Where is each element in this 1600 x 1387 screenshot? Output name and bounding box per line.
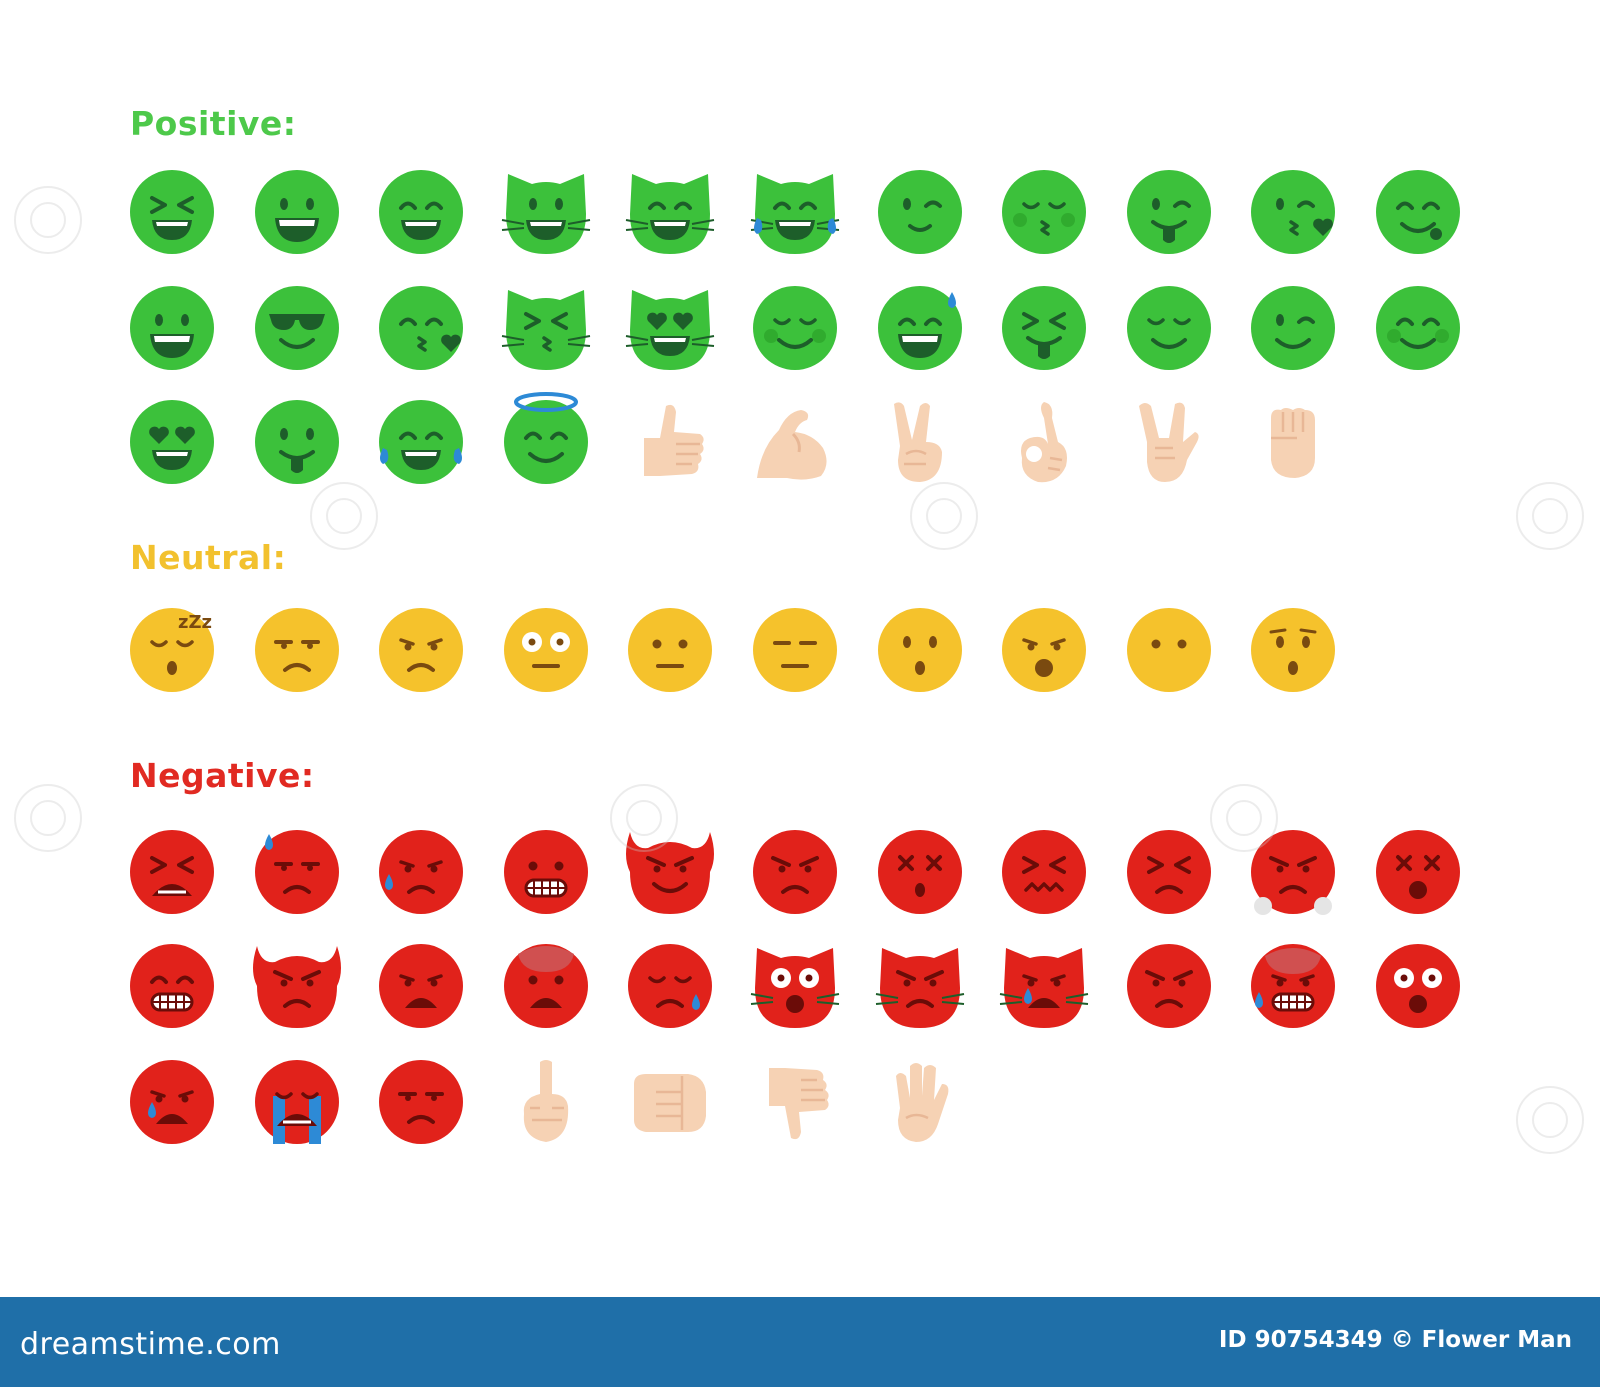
unamused-face-icon[interactable] [253,606,341,694]
watermark-spiral-icon [1210,784,1278,852]
cat-crying-face-icon[interactable] [1000,942,1089,1030]
neutral-face-icon[interactable] [626,606,714,694]
expressionless-face-icon[interactable] [751,606,839,694]
dizzy-open-face-icon[interactable] [1374,828,1462,916]
footer-logo[interactable]: dreamstime.com [20,1327,281,1362]
kiss-wink-face-icon[interactable] [377,284,465,372]
scream-face-icon[interactable] [1374,942,1462,1030]
devil-smile-face-icon[interactable] [626,828,715,916]
joy-face-icon[interactable] [377,398,465,486]
grimace-face-icon[interactable] [502,828,590,916]
cat-heart-eyes-face-icon[interactable] [626,284,715,372]
cat-joy-face-icon[interactable] [750,168,840,256]
rock-hand-icon[interactable] [1125,398,1213,486]
cat-grin-face-icon[interactable] [501,168,590,256]
tired-face-icon[interactable] [128,828,216,916]
smile-open-face-icon[interactable] [377,168,465,256]
cold-sweat-face-icon[interactable] [1249,942,1337,1030]
fist-bump-hand-icon[interactable] [626,1058,714,1146]
footer-bar: dreamstime.com ID 90754349 © Flower Man [0,1297,1600,1387]
astonished-face-icon[interactable] [1249,606,1337,694]
yum-face-icon[interactable] [1374,168,1462,256]
watermark-spiral-icon [910,482,978,550]
thumbs-up-hand-icon[interactable] [626,398,714,486]
no-mouth-face-icon[interactable] [1125,606,1213,694]
flexed-bicep-hand-icon[interactable] [751,398,839,486]
cat-kiss-face-icon[interactable] [501,284,590,372]
ok-hand-icon[interactable] [1000,398,1088,486]
cat-scream-face-icon[interactable] [750,942,840,1030]
kiss-heart-face-icon[interactable] [1249,168,1337,256]
anguished-face-icon[interactable] [377,942,465,1030]
svg-text:zZz: zZz [178,612,212,633]
section-title-negative: Negative: [130,756,315,795]
sad-tear-face-icon[interactable] [128,1058,216,1146]
frowning-open-face-icon[interactable] [1000,606,1088,694]
tongue-wink-face-icon[interactable] [1125,168,1213,256]
disappointed-face-icon[interactable] [377,1058,465,1146]
tongue-face-icon[interactable] [253,398,341,486]
confounded-face-icon[interactable] [1000,828,1088,916]
happy-blush-face-icon[interactable] [1374,284,1462,372]
grimace-2-face-icon[interactable] [128,942,216,1030]
triumph-face-icon[interactable] [1249,828,1337,916]
raised-hand-icon[interactable] [876,1058,964,1146]
pouting-face-icon[interactable] [751,828,839,916]
big-smile-face-icon[interactable] [128,284,216,372]
sweat-sad-face-icon[interactable] [253,828,341,916]
relieved-face-icon[interactable] [1125,284,1213,372]
blush-face-icon[interactable] [751,284,839,372]
section-title-neutral: Neutral: [130,538,287,577]
cat-pout-face-icon[interactable] [875,942,964,1030]
kiss-blush-face-icon[interactable] [1000,168,1088,256]
grin-wink-face-icon[interactable] [876,168,964,256]
victory-hand-icon[interactable] [876,398,964,486]
wink-face-icon[interactable] [1249,284,1337,372]
angry-face-icon[interactable] [1125,942,1213,1030]
disappointed-relieved-face-icon[interactable] [377,828,465,916]
xd-grin-face-icon[interactable] [128,168,216,256]
thumbs-down-hand-icon[interactable] [751,1058,839,1146]
xd-tongue-face-icon[interactable] [1000,284,1088,372]
halo-face-icon[interactable] [502,392,590,486]
devil-angry-face-icon[interactable] [252,942,341,1030]
watermark-spiral-icon [610,784,678,852]
sleepy-tear-face-icon[interactable] [626,942,714,1030]
watermark-spiral-icon [1516,482,1584,550]
sunglasses-face-icon[interactable] [253,284,341,372]
raised-fist-hand-icon[interactable] [1249,398,1337,486]
footer-credit: ID 90754349 © Flower Man [1218,1327,1572,1353]
heart-eyes-face-icon[interactable] [128,398,216,486]
watermark-spiral-icon [14,784,82,852]
grin-face-icon[interactable] [253,168,341,256]
sob-face-icon[interactable] [253,1058,341,1146]
emoji-grid: zZz [128,0,1478,1200]
section-title-positive: Positive: [130,104,297,143]
cat-wink-face-icon[interactable] [626,168,715,256]
watermark-spiral-icon [310,482,378,550]
flushed-face-icon[interactable] [502,606,590,694]
fearful-face-icon[interactable] [502,942,590,1030]
worried-face-icon[interactable] [377,606,465,694]
watermark-spiral-icon [1516,1086,1584,1154]
middle-finger-hand-icon[interactable] [502,1058,590,1146]
persevere-face-icon[interactable] [1125,828,1213,916]
sweat-smile-face-icon[interactable] [876,284,964,372]
hushed-face-icon[interactable] [876,606,964,694]
dizzy-face-icon[interactable] [876,828,964,916]
sleeping-face-icon[interactable]: zZz [128,606,216,694]
watermark-spiral-icon [14,186,82,254]
